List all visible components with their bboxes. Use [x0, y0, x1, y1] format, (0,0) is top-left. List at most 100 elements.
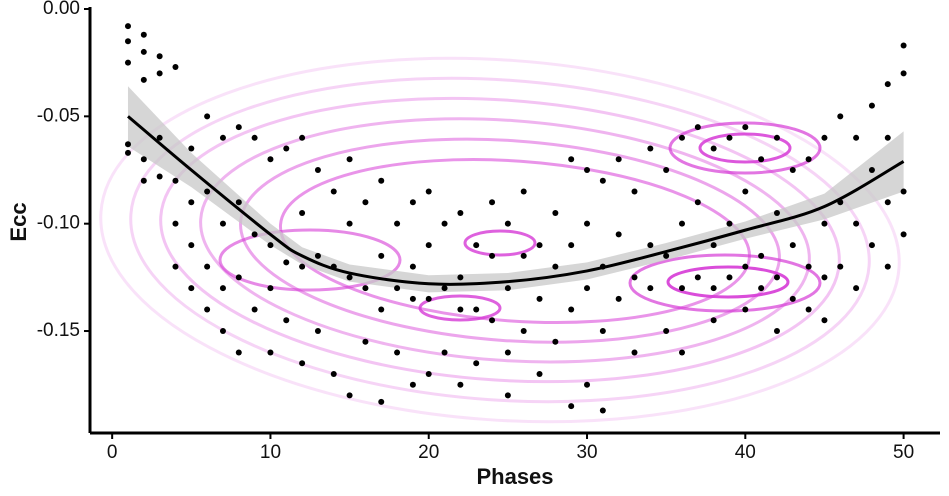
- point: [267, 156, 274, 163]
- point: [314, 167, 321, 174]
- point: [489, 252, 496, 259]
- contour: [463, 229, 537, 257]
- point: [267, 349, 274, 356]
- point: [758, 285, 765, 292]
- point: [568, 242, 575, 249]
- point: [568, 156, 575, 163]
- point: [204, 263, 211, 270]
- point: [568, 403, 575, 410]
- point: [299, 134, 306, 141]
- y-tick-label: -0.10: [37, 213, 80, 234]
- point: [647, 285, 654, 292]
- point: [409, 263, 416, 270]
- contour: [668, 121, 822, 175]
- point: [710, 285, 717, 292]
- point: [441, 349, 448, 356]
- point: [378, 252, 385, 259]
- x-tick-label: 0: [107, 442, 118, 463]
- point: [773, 209, 780, 216]
- plot-area: [124, 23, 907, 414]
- point: [188, 285, 195, 292]
- contour: [159, 96, 841, 384]
- contour: [278, 158, 751, 325]
- point: [251, 134, 258, 141]
- point: [884, 134, 891, 141]
- point: [678, 349, 685, 356]
- point: [188, 199, 195, 206]
- point: [409, 199, 416, 206]
- point: [441, 285, 448, 292]
- point: [805, 156, 812, 163]
- point: [678, 220, 685, 227]
- contour: [129, 76, 871, 404]
- smooth-line: [127, 115, 905, 286]
- point: [599, 328, 606, 335]
- point: [251, 306, 258, 313]
- point: [457, 306, 464, 313]
- point: [789, 167, 796, 174]
- point: [251, 231, 258, 238]
- point: [663, 328, 670, 335]
- point: [219, 134, 226, 141]
- x-tick-label: 10: [260, 442, 281, 463]
- point: [647, 242, 654, 249]
- point: [773, 274, 780, 281]
- point: [346, 392, 353, 399]
- point: [536, 295, 543, 302]
- point: [884, 263, 891, 270]
- point: [330, 188, 337, 195]
- point: [188, 242, 195, 249]
- point: [599, 407, 606, 414]
- contour: [666, 265, 790, 299]
- point: [853, 220, 860, 227]
- point: [504, 285, 511, 292]
- x-tick-label: 30: [576, 442, 597, 463]
- contour: [199, 117, 811, 364]
- point: [694, 274, 701, 281]
- point: [853, 134, 860, 141]
- point: [140, 76, 147, 83]
- point: [172, 263, 179, 270]
- point: [821, 274, 828, 281]
- point: [283, 259, 290, 266]
- point: [362, 285, 369, 292]
- y-tick-label: 0.00: [43, 0, 80, 19]
- point: [124, 38, 131, 45]
- point: [615, 231, 622, 238]
- point: [900, 70, 907, 77]
- point: [552, 209, 559, 216]
- point: [868, 167, 875, 174]
- point: [140, 48, 147, 55]
- y-tick-label: -0.05: [37, 105, 80, 126]
- point: [425, 188, 432, 195]
- point: [172, 220, 179, 227]
- point: [726, 220, 733, 227]
- point: [235, 199, 242, 206]
- point: [425, 295, 432, 302]
- point: [124, 141, 131, 148]
- point: [821, 220, 828, 227]
- point: [473, 360, 480, 367]
- point: [773, 328, 780, 335]
- point: [663, 252, 670, 259]
- point: [457, 274, 464, 281]
- point: [742, 306, 749, 313]
- point: [837, 113, 844, 120]
- point: [283, 317, 290, 324]
- point: [409, 381, 416, 388]
- point: [742, 263, 749, 270]
- point: [726, 274, 733, 281]
- point: [552, 338, 559, 345]
- point: [378, 177, 385, 184]
- point: [837, 263, 844, 270]
- point: [900, 231, 907, 238]
- x-tick-label: 40: [735, 442, 756, 463]
- point: [758, 252, 765, 259]
- point: [694, 124, 701, 131]
- point: [204, 306, 211, 313]
- point: [124, 149, 131, 156]
- point: [742, 188, 749, 195]
- point: [631, 188, 638, 195]
- point: [156, 173, 163, 180]
- point: [124, 59, 131, 66]
